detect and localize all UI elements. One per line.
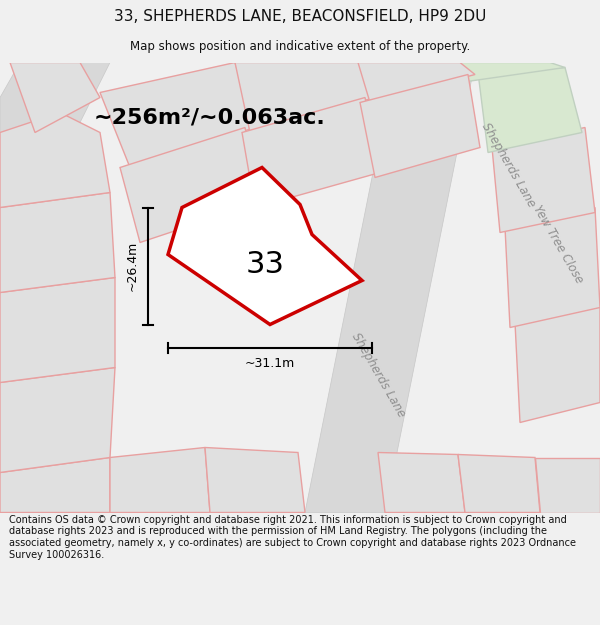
Text: Shepherds Lane: Shepherds Lane <box>479 120 538 209</box>
Polygon shape <box>100 62 255 168</box>
Polygon shape <box>450 62 565 82</box>
Polygon shape <box>478 68 582 152</box>
Text: ~256m²/~0.063ac.: ~256m²/~0.063ac. <box>94 107 326 127</box>
Polygon shape <box>205 448 305 512</box>
Text: 33, SHEPHERDS LANE, BEACONSFIELD, HP9 2DU: 33, SHEPHERDS LANE, BEACONSFIELD, HP9 2D… <box>114 9 486 24</box>
Polygon shape <box>492 127 595 232</box>
Polygon shape <box>120 127 260 242</box>
Polygon shape <box>0 368 115 472</box>
Polygon shape <box>360 74 480 178</box>
Text: ~31.1m: ~31.1m <box>245 357 295 370</box>
Polygon shape <box>168 168 362 324</box>
Polygon shape <box>0 192 115 292</box>
Text: Yew Tree Close: Yew Tree Close <box>530 203 586 286</box>
Polygon shape <box>242 98 380 208</box>
Polygon shape <box>0 62 110 172</box>
Polygon shape <box>358 62 475 102</box>
Polygon shape <box>0 458 110 512</box>
Text: ~26.4m: ~26.4m <box>125 241 139 291</box>
Polygon shape <box>0 278 115 382</box>
Text: 33: 33 <box>245 250 284 279</box>
Polygon shape <box>0 112 110 208</box>
Text: Shepherds Lane: Shepherds Lane <box>349 330 407 419</box>
Polygon shape <box>505 208 600 328</box>
Polygon shape <box>10 62 100 132</box>
Polygon shape <box>235 62 375 132</box>
Polygon shape <box>305 62 475 512</box>
Polygon shape <box>110 448 210 512</box>
Polygon shape <box>378 452 465 512</box>
Polygon shape <box>515 302 600 423</box>
Text: Contains OS data © Crown copyright and database right 2021. This information is : Contains OS data © Crown copyright and d… <box>9 515 576 559</box>
Polygon shape <box>458 454 540 512</box>
Polygon shape <box>535 458 600 512</box>
Text: Map shows position and indicative extent of the property.: Map shows position and indicative extent… <box>130 40 470 52</box>
